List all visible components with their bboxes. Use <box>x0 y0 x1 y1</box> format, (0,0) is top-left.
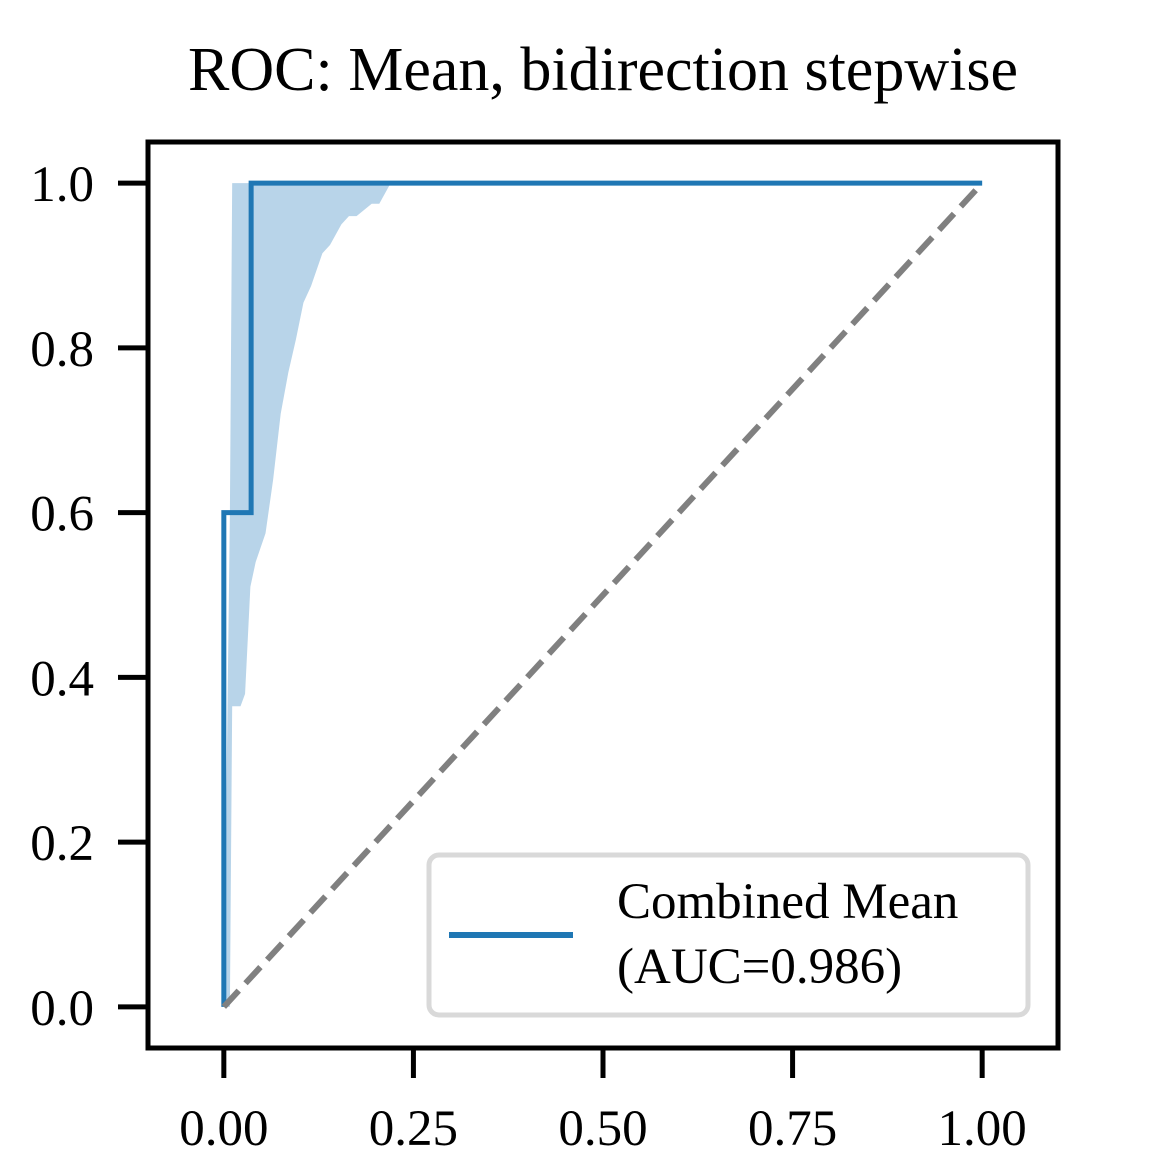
x-tick-label: 0.00 <box>179 1101 268 1157</box>
x-tick-label: 0.25 <box>369 1101 458 1157</box>
y-tick-label: 1.0 <box>30 157 94 213</box>
x-axis: 0.00 0.25 0.50 0.75 1.00 <box>179 1048 1027 1157</box>
y-tick-label: 0.8 <box>30 322 94 378</box>
plot-area <box>221 180 985 1009</box>
y-tick-label: 0.0 <box>30 981 94 1037</box>
y-tick-label: 0.2 <box>30 816 94 872</box>
chart-title: ROC: Mean, bidirection stepwise <box>188 36 1018 104</box>
legend-label-line-2: (AUC=0.986) <box>617 939 902 995</box>
confidence-band <box>223 183 391 1007</box>
y-tick-label: 0.6 <box>30 487 94 543</box>
legend-label-line-1: Combined Mean <box>617 874 958 930</box>
x-tick-label: 0.50 <box>558 1101 647 1157</box>
x-tick-label: 1.00 <box>938 1101 1027 1157</box>
y-tick-label: 0.4 <box>30 651 94 707</box>
chance-line <box>221 181 985 1009</box>
legend: Combined Mean (AUC=0.986) <box>426 852 1031 1018</box>
legend-label-combined-mean: Combined Mean (AUC=0.986) <box>617 874 971 995</box>
legend-box <box>426 852 1031 1018</box>
x-tick-label: 0.75 <box>748 1101 837 1157</box>
y-axis: 0.0 0.2 0.4 0.6 0.8 1.0 <box>30 157 148 1037</box>
roc-line-combined-mean <box>221 180 983 1007</box>
